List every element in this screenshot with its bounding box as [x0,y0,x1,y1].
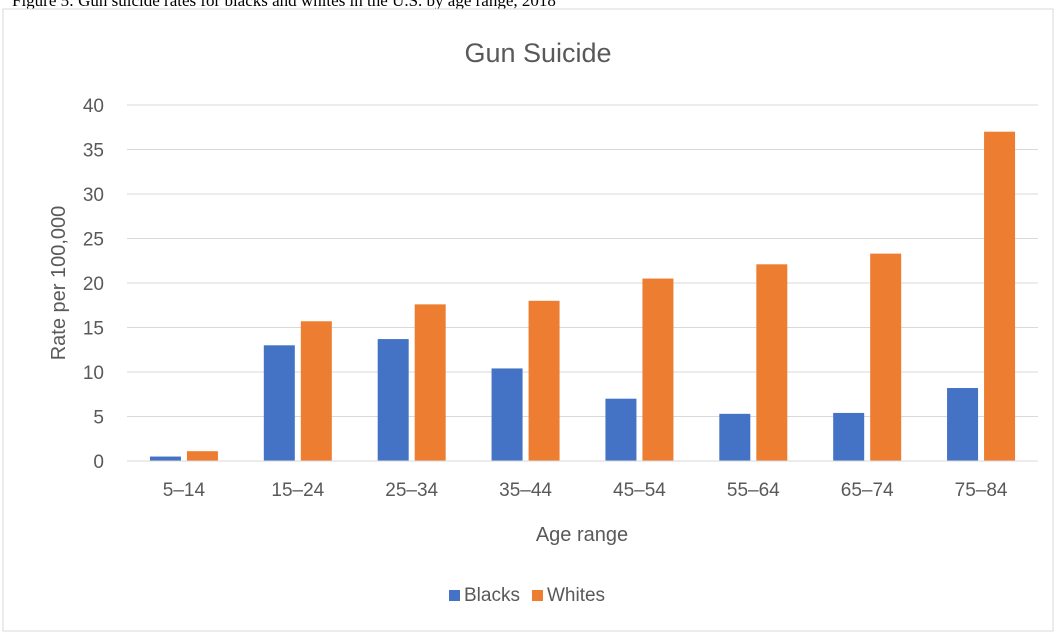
bar-blacks-35–44 [491,368,523,461]
y-tick-label: 0 [93,452,104,473]
legend-swatch-whites [531,590,543,601]
bar-whites-35–44 [528,300,560,461]
bar-whites-25–34 [414,304,446,461]
x-tick-label: 65–74 [841,480,894,501]
bar-whites-75–84 [984,131,1016,461]
y-tick-label: 5 [93,408,104,429]
y-tick-label: 40 [83,96,104,117]
legend-label-blacks: Blacks [464,585,520,606]
y-tick-label: 25 [83,230,104,251]
bar-blacks-15–24 [263,345,295,461]
chart-title: Gun Suicide [464,38,611,68]
y-tick-label: 30 [83,185,104,206]
legend-label-whites: Whites [547,585,605,606]
bar-blacks-55–64 [719,413,751,461]
bar-whites-55–64 [756,264,788,461]
x-tick-label: 55–64 [727,480,780,501]
bar-blacks-45–54 [605,398,637,461]
y-tick-label: 10 [83,363,104,384]
bar-whites-45–54 [642,278,674,461]
bar-blacks-5–14 [149,456,181,461]
bar-blacks-25–34 [377,339,409,461]
x-tick-label: 15–24 [271,480,324,501]
y-axis-label: Rate per 100,000 [48,206,70,361]
bar-whites-15–24 [300,321,332,461]
y-tick-label: 15 [83,319,104,340]
x-tick-label: 35–44 [499,480,552,501]
x-tick-label: 25–34 [385,480,438,501]
y-axis-ticks: 0 5 10 15 20 25 30 35 40 [83,96,104,473]
x-axis-label: Age range [536,524,628,546]
x-tick-label: 45–54 [613,480,666,501]
bar-whites-5–14 [186,451,218,461]
figure-caption: Figure 5: Gun suicide rates for blacks a… [12,0,556,10]
legend-swatch-blacks [449,590,460,601]
x-tick-label: 5–14 [163,480,206,501]
y-tick-label: 20 [83,274,104,295]
bar-blacks-65–74 [833,412,865,461]
legend: Blacks Whites [449,585,605,606]
bar-whites-65–74 [870,253,902,461]
x-axis-ticks: 5–14 15–24 25–34 35–44 45–54 55–64 65–74 75–84 [163,480,1008,501]
bars [149,131,1016,461]
x-tick-label: 75–84 [955,480,1008,501]
y-tick-label: 35 [83,141,104,162]
bar-blacks-75–84 [947,388,979,461]
